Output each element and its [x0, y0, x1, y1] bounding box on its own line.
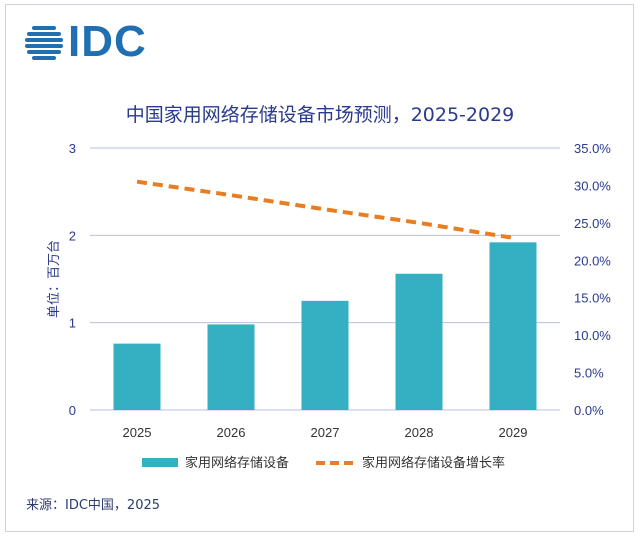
- bar: [301, 300, 349, 410]
- bar: [489, 242, 537, 410]
- y-tick-label: 2: [69, 228, 76, 243]
- y2-tick-label: 20.0%: [574, 253, 611, 268]
- y-tick-label: 0: [69, 403, 76, 418]
- legend-bar-label: 家用网络存储设备: [185, 455, 289, 471]
- y2-tick-label: 0.0%: [574, 403, 604, 418]
- bar: [395, 273, 443, 410]
- legend-line-label: 家用网络存储设备增长率: [362, 455, 505, 471]
- growth-rate-line: [136, 179, 514, 240]
- x-tick-label: 2028: [405, 425, 434, 440]
- y2-tick-label: 5.0%: [574, 366, 604, 381]
- x-tick-label: 2025: [123, 425, 152, 440]
- globe-icon: [25, 26, 63, 60]
- y2-tick-label: 35.0%: [574, 141, 611, 156]
- logo-text: IDC: [68, 17, 147, 66]
- y2-tick-label: 10.0%: [574, 328, 611, 343]
- chart-title: 中国家用网络存储设备市场预测，2025-2029: [125, 104, 515, 126]
- y-tick-label: 1: [69, 316, 76, 331]
- bar: [207, 324, 255, 410]
- y2-tick-label: 25.0%: [574, 216, 611, 231]
- bar: [113, 343, 161, 410]
- x-tick-label: 2027: [311, 425, 340, 440]
- y-axis-label: 单位：百万台: [47, 240, 62, 318]
- x-tick-label: 2026: [217, 425, 246, 440]
- y-tick-label: 3: [69, 141, 76, 156]
- x-tick-label: 2029: [499, 425, 528, 440]
- legend-bar-swatch: [142, 458, 178, 467]
- y2-tick-label: 15.0%: [574, 291, 611, 306]
- y2-tick-label: 30.0%: [574, 178, 611, 193]
- idc-logo: IDC: [24, 20, 146, 64]
- source-note: 来源：IDC中国，2025: [26, 498, 161, 513]
